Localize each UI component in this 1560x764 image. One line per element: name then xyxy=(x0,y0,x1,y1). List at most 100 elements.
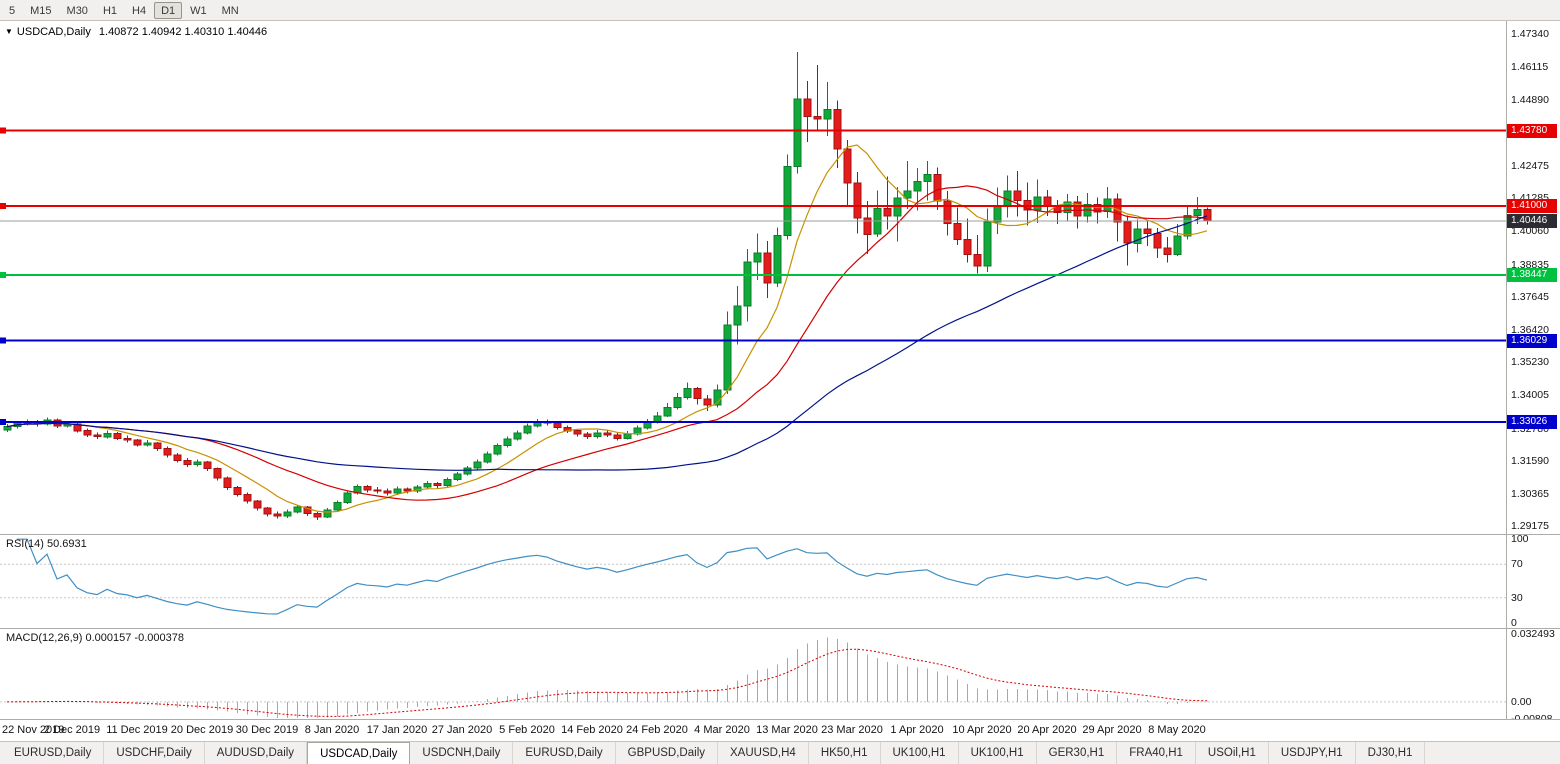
price-axis-label: 1.38835 xyxy=(1511,258,1549,271)
date-label: 8 Jan 2020 xyxy=(304,724,360,736)
price-axis-label: 1.42475 xyxy=(1511,159,1549,172)
candle xyxy=(1143,228,1152,234)
hline-1.36029[interactable] xyxy=(0,337,1506,344)
chart-tab-usdcad-daily[interactable]: USDCAD,Daily xyxy=(307,742,411,764)
date-axis[interactable]: 22 Nov 2019 2 Dec 2019 11 Dec 2019 20 Dec 2… xyxy=(0,720,1560,741)
chart-symbol-label: USDCAD,Daily xyxy=(16,26,91,38)
rsi-panel[interactable]: RSI(14) 50.6931 xyxy=(0,535,1506,628)
chart-tab-eurusd-daily[interactable]: EURUSD,Daily xyxy=(513,742,616,764)
timeframe-button-h4[interactable]: H4 xyxy=(132,4,147,17)
chart-tab-usdjpy-h1[interactable]: USDJPY,H1 xyxy=(1269,742,1356,764)
ma-50-line xyxy=(6,215,1208,471)
chart-tab-gbpusd-daily[interactable]: GBPUSD,Daily xyxy=(616,742,718,764)
candle xyxy=(923,174,932,182)
hline-anchor[interactable] xyxy=(0,272,6,278)
candle xyxy=(253,500,262,509)
candle xyxy=(423,483,432,488)
chart-dropdown-icon[interactable]: ▼ xyxy=(5,27,13,36)
panel-divider[interactable] xyxy=(0,628,1560,629)
candle xyxy=(853,182,862,219)
rsi-indicator-label: RSI(14) 50.6931 xyxy=(6,538,87,550)
candle xyxy=(963,239,972,256)
chart-tab-dj30-h1[interactable]: DJ30,H1 xyxy=(1356,742,1426,764)
macd-panel[interactable]: MACD(12,26,9) 0.000157 -0.000378 xyxy=(0,629,1506,719)
candle xyxy=(1193,208,1202,216)
timeframe-button-m30[interactable]: M30 xyxy=(66,4,88,17)
price-axis-label: 1.31590 xyxy=(1511,454,1549,467)
chart-tab-usoil-h1[interactable]: USOil,H1 xyxy=(1196,742,1269,764)
candle xyxy=(373,489,382,492)
chart-tab-ger30-h1[interactable]: GER30,H1 xyxy=(1037,742,1118,764)
candle xyxy=(793,98,802,167)
rsi-axis: 100 70 30 0 xyxy=(1507,533,1560,629)
price-tag-1.36029: 1.36029 xyxy=(1507,333,1557,348)
date-label: 8 May 2020 xyxy=(1148,724,1206,736)
chart-tab-eurusd-daily[interactable]: EURUSD,Daily xyxy=(2,742,105,764)
chart-tabs-bar: EURUSD,Daily USDCHF,Daily AUDUSD,Daily USDC… xyxy=(0,741,1560,764)
date-label: 20 Dec 2019 xyxy=(170,724,234,736)
hline-1.38447[interactable] xyxy=(0,272,1506,278)
timeframe-button-w1[interactable]: W1 xyxy=(190,4,207,17)
candle xyxy=(313,512,322,518)
candle xyxy=(933,174,942,202)
price-axis[interactable]: 1.473401.461151.448901.436651.424751.412… xyxy=(1507,21,1560,534)
candle xyxy=(583,433,592,438)
candle xyxy=(663,407,672,417)
chart-tab-hk50-h1[interactable]: HK50,H1 xyxy=(809,742,881,764)
chart-plot-area[interactable]: ▼ USDCAD,Daily 1.40872 1.40942 1.40310 1.4… xyxy=(0,21,1506,534)
candle xyxy=(893,197,902,217)
timeframe-button-mn[interactable]: MN xyxy=(221,4,239,17)
candle xyxy=(483,453,492,463)
timeframe-button-m15[interactable]: M15 xyxy=(30,4,52,17)
candle xyxy=(123,437,132,441)
candle xyxy=(213,468,222,479)
chart-tab-usdchf-daily[interactable]: USDCHF,Daily xyxy=(104,742,205,764)
chart-tab-usdcnh-daily[interactable]: USDCNH,Daily xyxy=(410,742,514,764)
candle xyxy=(673,397,682,409)
chart-tab-fra40-h1[interactable]: FRA40,H1 xyxy=(1117,742,1196,764)
price-axis-label: 1.47340 xyxy=(1511,28,1549,40)
candlestick-series xyxy=(3,51,1212,521)
candle xyxy=(303,506,312,514)
panel-divider[interactable] xyxy=(0,534,1560,535)
candle xyxy=(463,467,472,475)
hline-anchor[interactable] xyxy=(0,202,6,209)
candle xyxy=(613,434,622,439)
candle xyxy=(183,460,192,466)
chart-tab-uk100-h1[interactable]: UK100,H1 xyxy=(959,742,1037,764)
current-price-tag: 1.40446 xyxy=(1507,213,1557,228)
candle xyxy=(973,254,982,267)
macd-axis-label: 0.032493 xyxy=(1511,628,1555,640)
hline-anchor[interactable] xyxy=(0,418,6,425)
hline-anchor[interactable] xyxy=(0,127,6,134)
rsi-axis-label: 100 xyxy=(1511,533,1529,546)
candle xyxy=(263,507,272,515)
candle xyxy=(453,473,462,481)
hline-1.43780[interactable] xyxy=(0,127,1506,134)
chart-tab-audusd-daily[interactable]: AUDUSD,Daily xyxy=(205,742,308,764)
candle xyxy=(323,509,332,518)
timeframe-button-h1[interactable]: H1 xyxy=(102,4,117,17)
candle xyxy=(903,190,912,199)
price-axis-label: 1.30365 xyxy=(1511,488,1549,500)
candle xyxy=(1133,228,1142,244)
candle xyxy=(1123,221,1132,244)
hline-1.41000[interactable] xyxy=(0,202,1506,209)
candle xyxy=(823,109,832,120)
candle xyxy=(73,423,82,432)
price-axis-label: 1.37645 xyxy=(1511,290,1549,303)
date-label: 27 Jan 2020 xyxy=(431,724,493,736)
date-label: 24 Feb 2020 xyxy=(626,724,688,736)
candle xyxy=(983,221,992,267)
hline-anchor[interactable] xyxy=(0,337,6,344)
candle xyxy=(103,433,112,438)
main-chart-svg xyxy=(0,51,1506,521)
price-axis-label: 1.44890 xyxy=(1511,94,1549,107)
candle xyxy=(863,217,872,235)
timeframe-button-d1[interactable]: D1 xyxy=(154,1,183,19)
price-axis-label: 1.40060 xyxy=(1511,225,1549,238)
hline-1.33026[interactable] xyxy=(0,418,1506,425)
chart-tab-uk100-h1[interactable]: UK100,H1 xyxy=(881,742,959,764)
timeframe-button-5[interactable]: 5 xyxy=(9,4,16,17)
chart-tab-xauusd-h4[interactable]: XAUUSD,H4 xyxy=(718,742,809,764)
